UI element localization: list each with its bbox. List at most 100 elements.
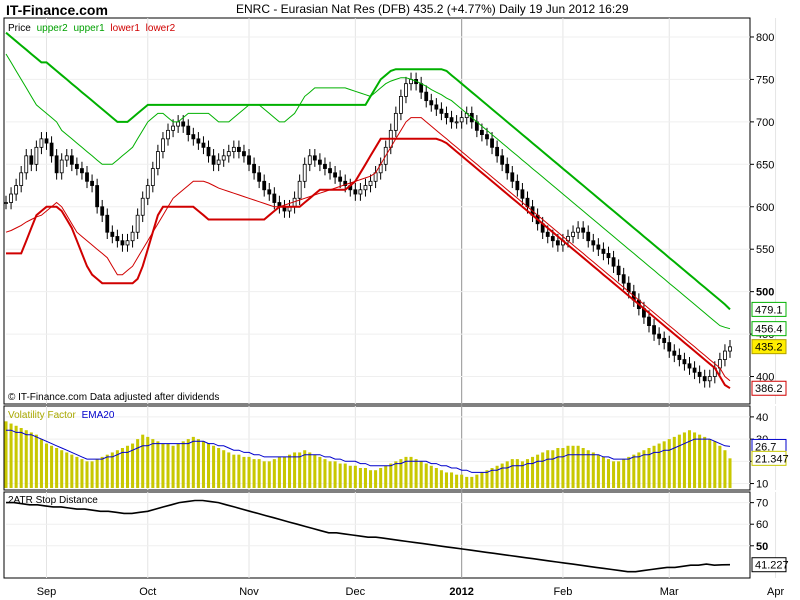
volatility-bar	[358, 468, 362, 488]
volatility-bar	[637, 452, 641, 488]
candle-body	[272, 193, 277, 203]
candle-body	[221, 155, 226, 161]
candle-body	[196, 138, 201, 144]
candle-body	[399, 96, 403, 114]
volatility-bar	[363, 468, 367, 488]
volatility-bar	[237, 454, 241, 488]
volatility-bar	[298, 452, 302, 488]
last-factor-label: 21.347	[755, 453, 789, 465]
legend-ema20: EMA20	[82, 410, 115, 421]
candle-body	[404, 83, 408, 97]
volatility-bar	[632, 454, 636, 488]
volatility-bar	[242, 456, 246, 488]
volatility-bar	[85, 461, 89, 488]
volatility-bar	[65, 452, 69, 488]
volatility-bar	[161, 443, 165, 488]
candle-body	[257, 172, 262, 182]
candle-body	[520, 189, 525, 199]
legend-volatility-factor: Volatility Factor	[8, 410, 76, 421]
volatility-bar	[303, 450, 307, 488]
candle-body	[120, 240, 125, 246]
y-tick-label: 500	[756, 287, 774, 299]
candle-body	[419, 83, 424, 93]
volatility-bar	[460, 474, 464, 488]
x-tick-label: Oct	[139, 586, 156, 598]
candle-body	[236, 146, 241, 152]
volatility-bar	[115, 450, 119, 488]
volatility-bar	[313, 454, 317, 488]
x-tick-label: 2012	[449, 586, 473, 598]
candle-body	[333, 172, 337, 178]
y-tick-label: 40	[756, 412, 768, 424]
candle-body	[728, 346, 732, 352]
candle-body	[328, 168, 332, 174]
volatility-bar	[541, 452, 545, 488]
atr-stop-line	[6, 499, 731, 573]
candle-body	[601, 248, 606, 254]
volatility-bar	[728, 458, 732, 488]
candle-body	[444, 112, 449, 119]
atr-legend: 2ATR Stop Distance	[8, 495, 98, 506]
volatility-bar	[566, 445, 570, 488]
site-logo: IT-Finance.com	[6, 2, 108, 18]
candle-body	[500, 155, 505, 165]
volatility-bar	[667, 439, 671, 488]
candle-body	[105, 214, 110, 233]
volatility-bar	[282, 456, 286, 488]
candle-body	[29, 155, 34, 165]
volatility-bar	[698, 434, 702, 488]
volatility-bar	[531, 456, 535, 488]
volatility-bar	[288, 454, 292, 488]
volatility-bar	[475, 474, 479, 488]
candle-body	[657, 333, 662, 339]
candle-body	[515, 180, 520, 191]
legend-upper1: upper1	[74, 23, 106, 34]
y-tick-label: 800	[756, 32, 774, 44]
volatility-bar	[75, 456, 79, 488]
candle-body	[363, 185, 368, 191]
volatility-bar	[424, 463, 428, 488]
volatility-bar	[191, 436, 195, 488]
candle-body	[454, 121, 459, 124]
candle-body	[90, 180, 94, 186]
volatility-bar	[662, 441, 666, 488]
volatility-bar	[687, 430, 692, 488]
candle-body	[161, 138, 165, 152]
last-close-label-box	[751, 339, 787, 355]
candle-body	[110, 231, 115, 237]
volatility-bar	[601, 456, 605, 488]
candle-body	[155, 151, 160, 169]
candle-body	[510, 172, 515, 182]
volatility-bar	[105, 454, 109, 488]
volatility-bar	[131, 443, 135, 488]
volatility-bar	[24, 430, 28, 488]
volatility-bar	[120, 448, 124, 488]
candle-body	[176, 121, 181, 127]
volatility-bar	[409, 456, 413, 488]
x-tick-label: Feb	[553, 586, 572, 598]
volatility-bar	[227, 452, 231, 488]
candle-body	[616, 265, 621, 276]
candle-body	[307, 155, 312, 165]
volatility-bar	[328, 461, 332, 488]
volatility-bar	[414, 459, 418, 488]
volatility-bar	[525, 459, 530, 488]
volatility-bar	[723, 450, 727, 488]
candle-body	[353, 189, 358, 195]
candle-body	[662, 337, 667, 343]
volatility-bar	[429, 465, 433, 488]
volatility-bar	[262, 461, 266, 488]
volatility-bar	[136, 439, 140, 488]
last-factor-label-box	[751, 450, 787, 466]
candle-body	[24, 155, 29, 174]
volatility-bar	[490, 468, 494, 488]
copyright-note: © IT-Finance.com Data adjusted after div…	[8, 392, 219, 403]
candle-body	[652, 325, 656, 335]
candle-body	[434, 104, 439, 110]
volatility-bar	[672, 436, 676, 488]
volatility-bar	[404, 456, 408, 488]
volatility-bar	[166, 443, 170, 488]
volatility-bar	[212, 445, 216, 488]
lower2-line	[6, 137, 731, 390]
